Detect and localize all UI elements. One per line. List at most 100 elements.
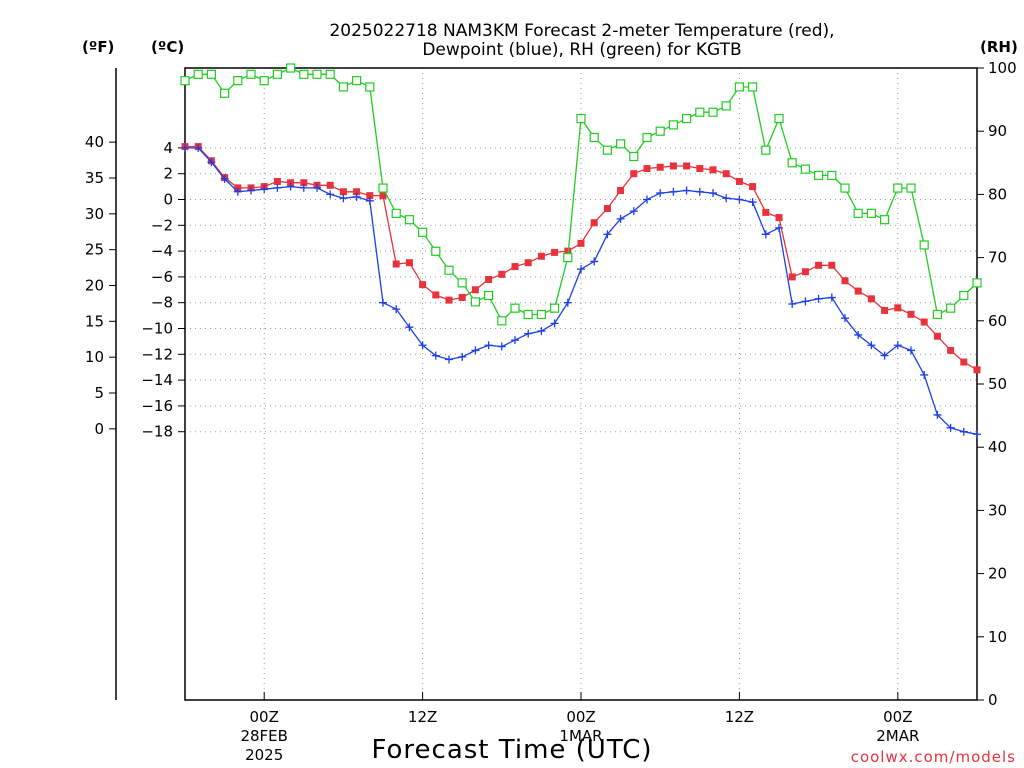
temperature-marker — [273, 177, 281, 185]
fahrenheit-tick-label: 0 — [94, 420, 104, 438]
x-tick-label: 00Z — [250, 708, 279, 726]
fahrenheit-tick-label: 20 — [85, 277, 104, 295]
dewpoint-marker — [801, 297, 810, 306]
rh-marker — [853, 208, 863, 218]
celsius-tick-label: −16 — [141, 397, 173, 415]
x-tick-year-label: 2025 — [245, 746, 283, 764]
rh-marker — [879, 215, 890, 225]
rh-marker — [457, 278, 467, 288]
rh-marker — [774, 113, 784, 124]
rh-marker — [602, 145, 613, 155]
temperature-marker — [458, 294, 466, 302]
rh-marker — [734, 82, 745, 92]
celsius-tick-label: −10 — [141, 320, 173, 338]
rh-tick-label: 100 — [988, 59, 1017, 77]
dewpoint-marker — [365, 196, 374, 205]
fahrenheit-tick-label: 10 — [85, 348, 104, 366]
dewpoint-marker — [577, 265, 585, 274]
temperature-marker — [339, 188, 347, 196]
rh-marker — [695, 107, 705, 117]
dewpoint-marker — [260, 185, 269, 194]
temperature-marker — [353, 188, 361, 196]
celsius-unit-label: (ºC) — [151, 38, 184, 56]
celsius-tick-label: −12 — [141, 345, 173, 363]
temperature-marker — [498, 270, 506, 278]
dewpoint-marker — [643, 195, 651, 204]
dewpoint-marker — [880, 351, 889, 360]
temperature-marker — [696, 165, 704, 173]
celsius-tick-label: −6 — [151, 268, 173, 286]
dewpoint-marker — [352, 192, 361, 201]
temperature-marker — [366, 192, 374, 200]
temperature-marker — [511, 263, 519, 271]
rh-tick-label: 40 — [988, 438, 1007, 456]
rh-marker — [470, 297, 480, 307]
chart-title-line1: 2025022718 NAM3KM Forecast 2-meter Tempe… — [329, 21, 834, 41]
temperature-marker — [788, 273, 796, 281]
temperature-marker — [603, 205, 611, 213]
fahrenheit-tick-label: 5 — [94, 384, 104, 402]
celsius-tick-label: −2 — [151, 216, 173, 234]
credit-text: coolwx.com/models — [851, 748, 1016, 766]
temperature-marker — [973, 366, 981, 374]
rh-marker — [813, 170, 824, 181]
rh-marker — [629, 151, 639, 162]
dewpoint-marker — [207, 158, 216, 167]
rh-marker — [220, 88, 230, 98]
fahrenheit-tick-label: 40 — [85, 133, 104, 151]
temperature-marker — [683, 162, 691, 170]
rh-marker — [378, 183, 388, 193]
dewpoint-marker — [893, 341, 902, 350]
dewpoint-marker — [458, 352, 467, 361]
rh-tick-label: 60 — [988, 312, 1007, 330]
rh-marker — [418, 227, 428, 237]
dewpoint-marker — [299, 183, 308, 192]
dewpoint-marker — [722, 194, 731, 203]
dewpoint-marker — [550, 319, 559, 328]
rh-marker — [655, 126, 665, 136]
rh-marker — [827, 170, 837, 181]
rh-unit-label: (RH) — [980, 38, 1018, 56]
temperature-marker — [432, 291, 440, 299]
temperature-marker — [537, 252, 545, 260]
dewpoint-marker — [748, 198, 757, 207]
rh-marker — [299, 69, 309, 79]
gridlines — [185, 68, 977, 700]
temperature-marker — [643, 165, 651, 173]
rh-tick-label: 20 — [988, 565, 1007, 583]
temperature-marker — [815, 261, 823, 269]
dewpoint-marker — [194, 143, 203, 152]
temperature-marker — [933, 332, 941, 340]
rh-marker — [563, 253, 573, 263]
temperature-marker — [471, 286, 479, 294]
dewpoint-marker — [511, 336, 519, 345]
dewpoint-marker — [497, 342, 506, 351]
x-tick-date-label: 2MAR — [876, 727, 919, 745]
rh-tick-label: 0 — [988, 691, 998, 709]
dewpoint-marker — [431, 351, 440, 360]
celsius-tick-label: −18 — [141, 423, 173, 441]
rh-marker — [668, 120, 679, 130]
rh-marker — [919, 240, 929, 250]
rh-marker — [866, 208, 877, 218]
dewpoint-marker — [775, 223, 783, 232]
dewpoint-marker — [907, 346, 915, 355]
dewpoint-marker — [788, 299, 797, 308]
temperature-marker — [749, 183, 757, 191]
rh-marker — [747, 82, 758, 92]
dewpoint-marker — [827, 293, 836, 302]
temperature-marker — [577, 239, 585, 247]
rh-marker — [431, 246, 441, 256]
fahrenheit-tick-label: 35 — [85, 169, 104, 187]
rh-marker — [272, 69, 282, 79]
temperature-marker — [617, 186, 625, 194]
celsius-tick-label: −8 — [151, 294, 173, 312]
rh-tick-label: 70 — [988, 249, 1007, 267]
dewpoint-marker — [959, 427, 968, 436]
temperature-marker — [419, 281, 427, 289]
celsius-tick-label: −4 — [151, 242, 173, 260]
rh-marker — [246, 69, 256, 79]
dewpoint-marker — [273, 183, 282, 192]
dewpoint-marker — [682, 186, 691, 195]
dewpoint-marker — [854, 330, 863, 339]
